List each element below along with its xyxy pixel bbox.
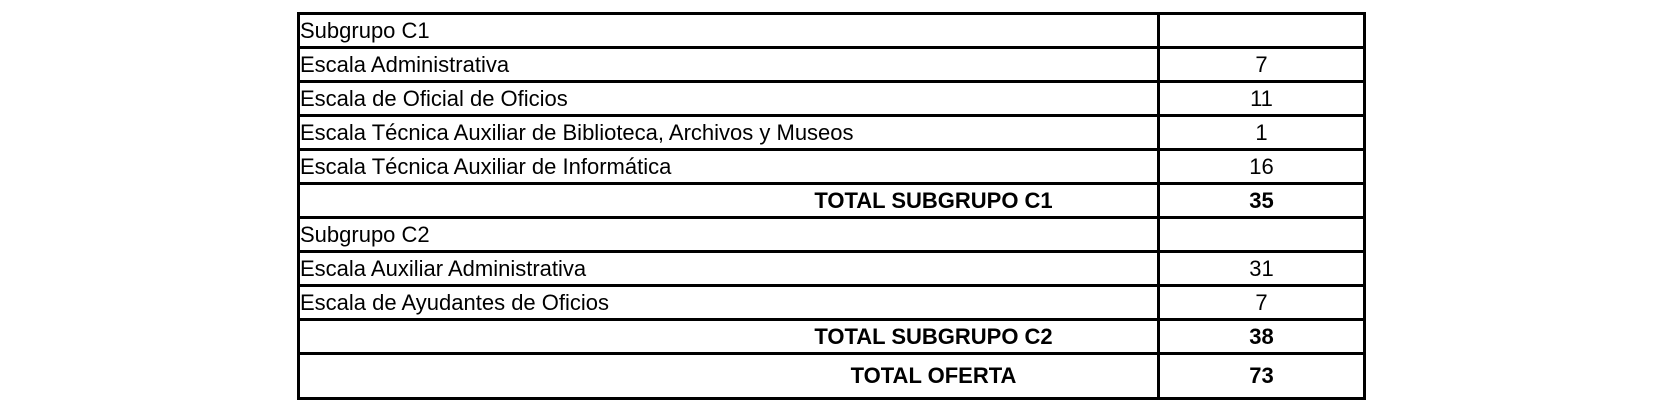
- row-label: Escala de Oficial de Oficios: [297, 80, 1160, 117]
- row-value: [1157, 216, 1366, 253]
- row-label: TOTAL OFERTA: [297, 352, 1160, 400]
- row-value: 73: [1157, 352, 1366, 400]
- row-label: Subgrupo C1: [297, 12, 1160, 49]
- table-row: Escala Administrativa 7: [297, 46, 1366, 83]
- row-label: TOTAL SUBGRUPO C2: [297, 318, 1160, 355]
- row-label: TOTAL SUBGRUPO C1: [297, 182, 1160, 219]
- table-row: Escala de Ayudantes de Oficios 7: [297, 284, 1366, 321]
- oferta-empleo-table: Subgrupo C1 Escala Administrativa 7 Esca…: [297, 12, 1366, 400]
- row-label: Escala Técnica Auxiliar de Biblioteca, A…: [297, 114, 1160, 151]
- table-row: Escala Técnica Auxiliar de Biblioteca, A…: [297, 114, 1366, 151]
- table-row-total-subgrupo-c1: TOTAL SUBGRUPO C1 35: [297, 182, 1366, 219]
- table-row-total-subgrupo-c2: TOTAL SUBGRUPO C2 38: [297, 318, 1366, 355]
- row-value: 31: [1157, 250, 1366, 287]
- row-label: Escala de Ayudantes de Oficios: [297, 284, 1160, 321]
- table-row-subgrupo-c1: Subgrupo C1: [297, 12, 1366, 49]
- row-value: 11: [1157, 80, 1366, 117]
- row-value: 38: [1157, 318, 1366, 355]
- row-value: 35: [1157, 182, 1366, 219]
- table-row-total-oferta: TOTAL OFERTA 73: [297, 352, 1366, 400]
- table-row: Escala de Oficial de Oficios 11: [297, 80, 1366, 117]
- row-value: 7: [1157, 46, 1366, 83]
- table-row-subgrupo-c2: Subgrupo C2: [297, 216, 1366, 253]
- row-label: Escala Auxiliar Administrativa: [297, 250, 1160, 287]
- row-value: 1: [1157, 114, 1366, 151]
- row-label: Escala Técnica Auxiliar de Informática: [297, 148, 1160, 185]
- row-label: Subgrupo C2: [297, 216, 1160, 253]
- row-value: 16: [1157, 148, 1366, 185]
- row-label: Escala Administrativa: [297, 46, 1160, 83]
- table-row: Escala Técnica Auxiliar de Informática 1…: [297, 148, 1366, 185]
- row-value: 7: [1157, 284, 1366, 321]
- table-row: Escala Auxiliar Administrativa 31: [297, 250, 1366, 287]
- row-value: [1157, 12, 1366, 49]
